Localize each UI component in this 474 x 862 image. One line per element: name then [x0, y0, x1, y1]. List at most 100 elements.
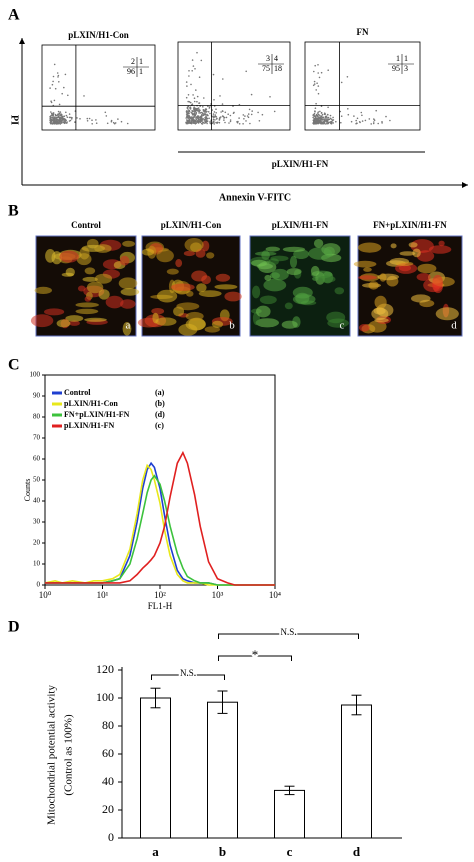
cell	[185, 311, 204, 321]
panel-label: B	[8, 203, 19, 220]
image-tag: a	[126, 320, 131, 332]
event-dot	[320, 112, 323, 114]
event-dot	[208, 117, 210, 120]
cell	[170, 283, 195, 291]
x-tick-label: c	[287, 844, 293, 859]
cell	[255, 251, 277, 256]
event-dot	[358, 121, 361, 123]
cell	[175, 259, 183, 268]
event-dot	[329, 117, 332, 120]
event-dot	[314, 118, 317, 120]
event-dot	[54, 113, 57, 116]
event-dot	[317, 117, 319, 119]
event-dot	[57, 76, 59, 78]
cell	[122, 240, 135, 247]
cell	[198, 290, 222, 297]
event-dot	[50, 101, 53, 104]
plot-title: pLXIN/H1-Con	[68, 30, 129, 40]
x-tick-label: 10¹	[97, 590, 109, 600]
cell	[98, 289, 110, 300]
event-dot	[317, 64, 319, 66]
cell	[77, 285, 86, 292]
series-line	[45, 461, 275, 586]
event-dot	[197, 119, 199, 122]
event-dot	[104, 111, 107, 114]
image-tag: d	[451, 320, 457, 332]
cell	[211, 320, 224, 328]
y-tick-label: 20	[102, 802, 114, 816]
cell	[75, 302, 99, 308]
y-tick-label: 0	[37, 581, 41, 589]
event-dot	[244, 115, 246, 117]
cell	[84, 317, 107, 322]
quadrant-percent: 3	[404, 64, 408, 73]
event-dot	[204, 110, 206, 113]
cell	[206, 252, 215, 259]
event-dot	[215, 108, 217, 110]
event-dot	[209, 122, 211, 124]
significance-label: N.S.	[180, 668, 196, 678]
image-title: Control	[71, 220, 101, 230]
image-title: pLXIN/H1-FN	[272, 220, 329, 230]
event-dot	[199, 118, 201, 121]
event-dot	[327, 118, 330, 121]
event-dot	[189, 107, 191, 109]
event-dot	[64, 121, 67, 123]
event-dot	[60, 113, 63, 116]
event-dot	[95, 119, 97, 121]
cell	[308, 247, 333, 260]
panel-label: D	[8, 619, 20, 636]
event-dot	[196, 107, 199, 110]
cell	[157, 289, 178, 303]
event-dot	[49, 116, 52, 119]
cell	[44, 308, 65, 316]
event-dot	[319, 118, 322, 120]
y-tick-label: 90	[33, 392, 41, 400]
event-dot	[205, 121, 208, 123]
event-dot	[317, 120, 320, 122]
cell	[204, 326, 220, 333]
y-tick-label: 80	[102, 718, 114, 732]
event-dot	[324, 116, 327, 119]
event-dot	[208, 107, 211, 109]
y-tick-label: 30	[33, 518, 41, 526]
bar	[207, 701, 238, 839]
cell	[313, 239, 324, 248]
event-dot	[214, 115, 216, 118]
event-dot	[317, 114, 319, 116]
event-dot	[327, 69, 330, 71]
event-dot	[188, 114, 190, 117]
event-dot	[66, 116, 69, 118]
event-dot	[106, 122, 109, 125]
event-dot	[361, 114, 363, 117]
bar	[140, 697, 171, 839]
event-dot	[68, 120, 71, 122]
event-dot	[213, 111, 216, 113]
cell	[59, 250, 79, 263]
event-dot	[194, 121, 196, 123]
significance-bracket	[218, 655, 292, 661]
event-dot	[350, 120, 353, 123]
series-line	[45, 450, 275, 586]
group-label: pLXIN/H1-FN	[272, 159, 329, 169]
y-axis-label: Mitochondrial potential activity	[46, 685, 58, 825]
event-dot	[203, 119, 205, 121]
event-dot	[76, 117, 78, 119]
quadrant-percent: 3	[266, 54, 270, 63]
event-dot	[331, 118, 333, 121]
cell	[417, 263, 437, 274]
event-dot	[57, 121, 60, 124]
event-dot	[55, 122, 57, 125]
event-dot	[50, 100, 52, 102]
x-tick-label: 10³	[212, 590, 224, 600]
cell	[353, 260, 377, 268]
event-dot	[61, 115, 64, 118]
event-dot	[332, 122, 335, 124]
event-dot	[330, 122, 332, 125]
event-dot	[389, 119, 391, 122]
event-dot	[204, 122, 206, 124]
event-dot	[315, 114, 318, 117]
event-dot	[195, 119, 197, 122]
cell	[56, 319, 71, 328]
quadrant-percent: 18	[274, 64, 282, 73]
